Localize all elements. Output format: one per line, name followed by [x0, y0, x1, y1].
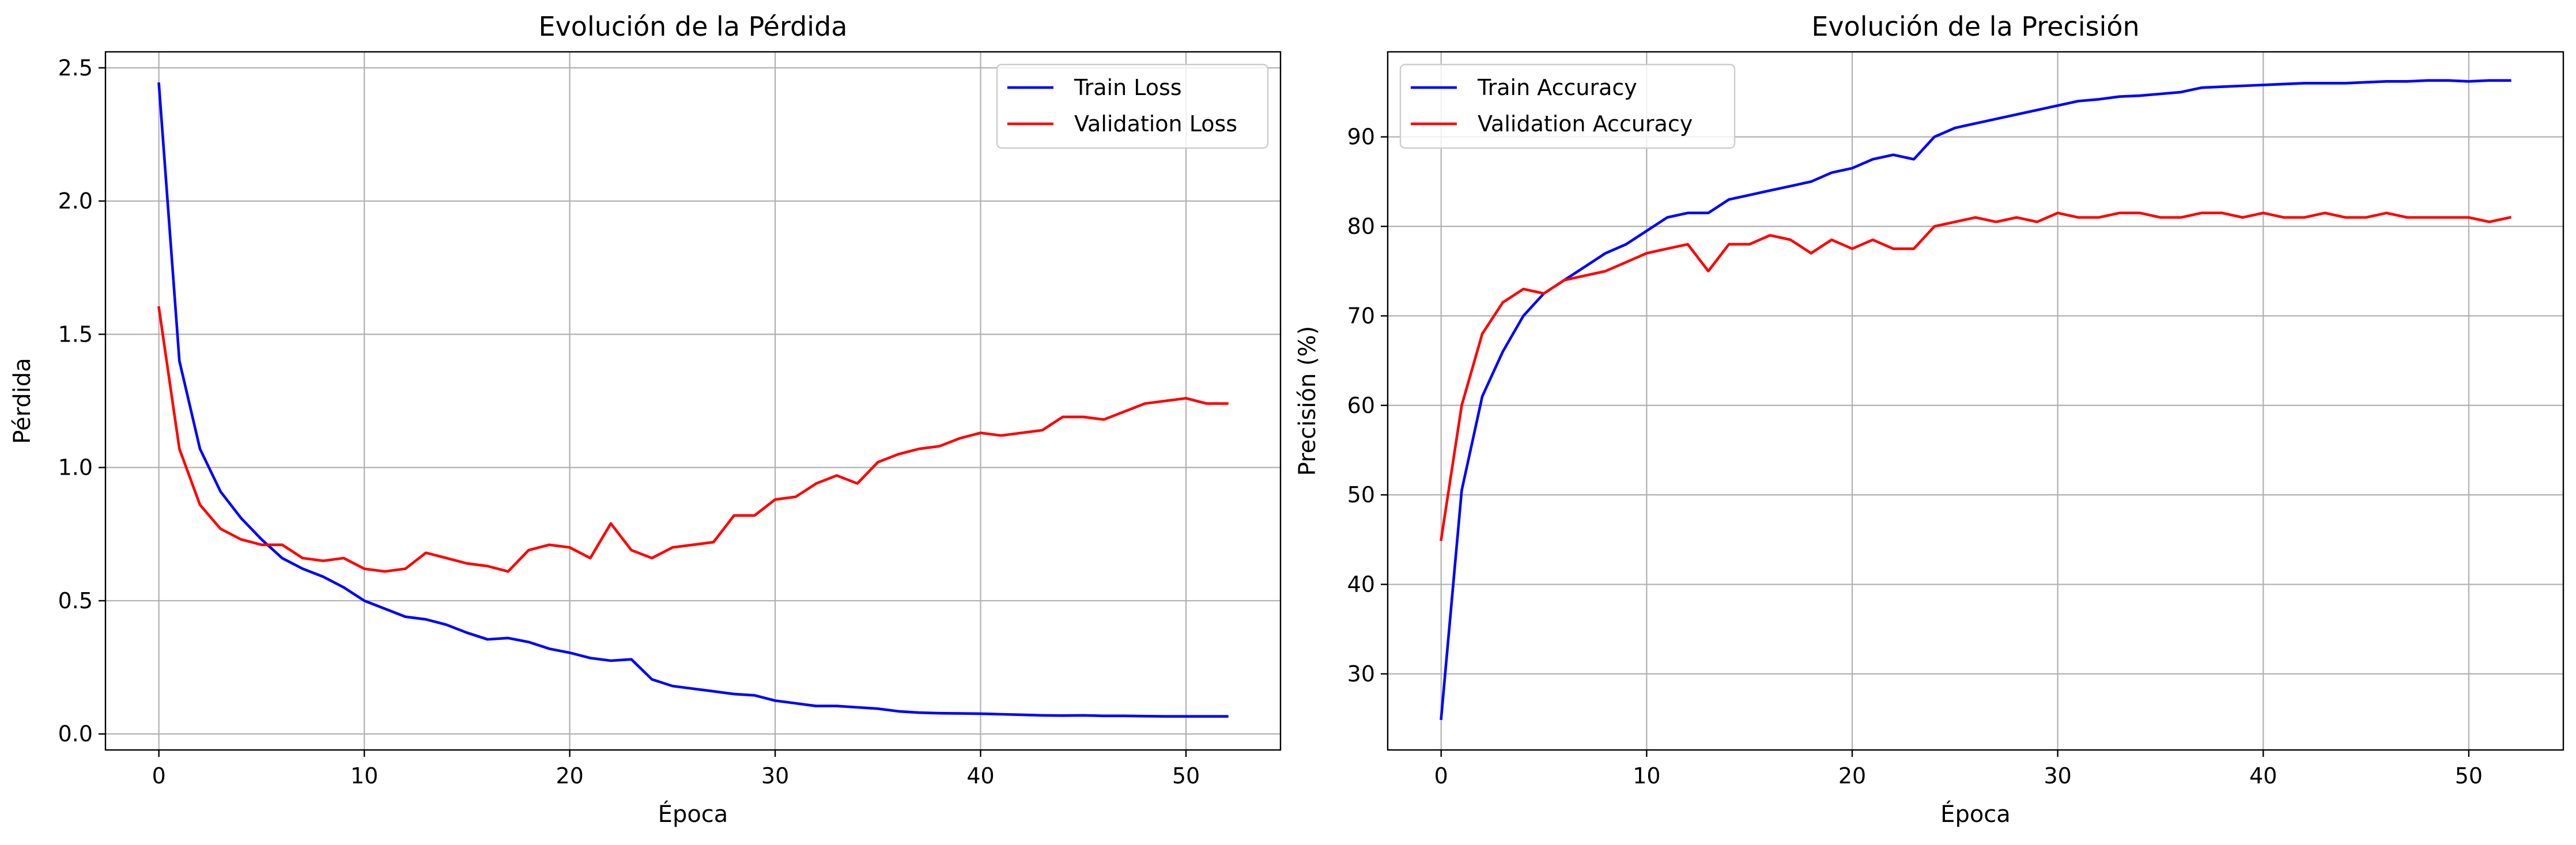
y-tick-label: 60	[1347, 393, 1375, 418]
y-axis-label: Pérdida	[9, 358, 36, 444]
series-line-1	[1440, 211, 2512, 541]
y-axis-label: Precisión (%)	[1294, 326, 1321, 476]
chart-title: Evolución de la Precisión	[1811, 11, 2139, 42]
legend-label-0: Train Loss	[1074, 75, 1182, 100]
series-line-1	[157, 306, 1229, 573]
chart-title: Evolución de la Pérdida	[539, 11, 848, 42]
y-tick-label: 90	[1347, 124, 1375, 150]
x-axis-label: Época	[658, 800, 728, 828]
x-tick-label: 10	[350, 763, 378, 789]
x-tick-label: 40	[2249, 763, 2277, 789]
x-tick-label: 20	[556, 763, 583, 789]
y-tick-label: 0.5	[58, 588, 93, 613]
y-tick-label: 1.0	[58, 455, 93, 480]
x-tick-label: 10	[1633, 763, 1660, 789]
x-tick-label: 30	[2044, 763, 2071, 789]
legend-label-1: Validation Accuracy	[1478, 111, 1693, 137]
legend-box	[996, 63, 1269, 149]
x-tick-label: 50	[2455, 763, 2483, 789]
y-tick-label: 40	[1347, 572, 1375, 597]
y-tick-label: 50	[1347, 482, 1375, 507]
legend-label-1: Validation Loss	[1074, 111, 1237, 137]
plot-frame	[1387, 51, 2564, 751]
chart-panel-1: 0 10 20 30 40 50 30 40 50 60 70 80 90 Evolución de la…	[1294, 11, 2564, 828]
legend: Train Accuracy Validation Accuracy	[1399, 63, 1736, 149]
x-tick-label: 50	[1172, 763, 1200, 789]
x-tick-label: 40	[966, 763, 994, 789]
y-tick-label: 2.0	[58, 188, 93, 214]
y-tick-label: 80	[1347, 214, 1375, 239]
x-tick-label: 30	[761, 763, 789, 789]
x-tick-label: 20	[1838, 763, 1866, 789]
y-tick-label: 30	[1347, 661, 1375, 687]
y-tick-label: 70	[1347, 303, 1375, 328]
x-axis-label: Época	[1940, 800, 2011, 828]
series-line-0	[1440, 79, 2511, 721]
y-tick-label: 2.5	[58, 55, 93, 81]
x-tick-label: 0	[1434, 763, 1448, 789]
legend: Train Loss Validation Loss	[996, 63, 1269, 149]
legend-box	[1399, 63, 1736, 149]
x-tick-label: 0	[152, 763, 166, 789]
chart-panel-0: 0 10 20 30 40 50 0.0 0.5 1.0 1.5 2.0 2.5 Evolución d…	[9, 11, 1282, 828]
y-tick-label: 0.0	[58, 721, 93, 747]
legend-label-0: Train Accuracy	[1477, 75, 1637, 100]
plot-frame	[104, 51, 1282, 751]
series-line-0	[157, 82, 1229, 718]
y-tick-label: 1.5	[58, 321, 93, 347]
